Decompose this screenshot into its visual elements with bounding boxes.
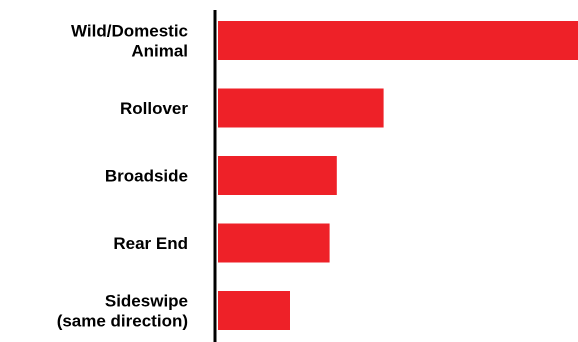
bar	[218, 156, 337, 195]
category-label: Sideswipe (same direction)	[57, 292, 188, 331]
category-label: Rollover	[120, 99, 188, 118]
category-label-line: Animal	[131, 42, 188, 61]
category-label: Broadside	[105, 167, 188, 186]
bar	[218, 21, 578, 60]
category-label: Rear End	[113, 234, 188, 253]
bars-layer	[218, 21, 578, 330]
category-label-line: Rollover	[120, 99, 188, 118]
category-label-line: Broadside	[105, 167, 188, 186]
category-label-line: (same direction)	[57, 312, 188, 331]
category-label: Wild/Domestic Animal	[71, 22, 188, 61]
bar	[218, 291, 290, 330]
category-label-line: Sideswipe	[105, 292, 188, 311]
category-label-line: Wild/Domestic	[71, 22, 188, 41]
bar	[218, 88, 384, 128]
category-label-line: Rear End	[113, 234, 188, 253]
category-labels: Wild/Domestic Animal Rollover Broadside Rear…	[57, 22, 189, 331]
bar	[218, 223, 330, 263]
